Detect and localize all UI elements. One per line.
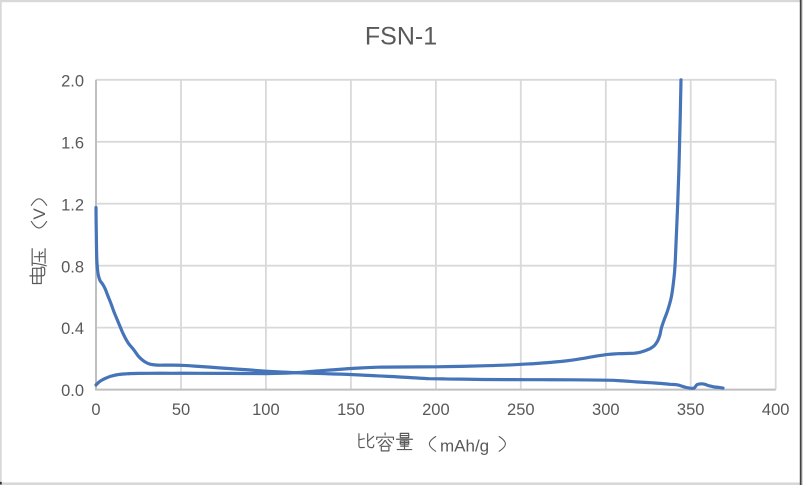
svg-text:250: 250	[507, 401, 535, 419]
svg-text:0.4: 0.4	[61, 320, 84, 338]
svg-text:0.0: 0.0	[61, 382, 84, 400]
svg-text:0.8: 0.8	[61, 258, 84, 276]
svg-text:200: 200	[422, 401, 450, 419]
svg-text:400: 400	[762, 401, 790, 419]
svg-text:2.0: 2.0	[61, 72, 84, 90]
svg-text:1.2: 1.2	[61, 196, 84, 214]
svg-text:300: 300	[592, 401, 620, 419]
svg-text:50: 50	[172, 401, 190, 419]
svg-text:mAh/g: mAh/g	[440, 436, 489, 455]
svg-text:150: 150	[337, 401, 365, 419]
svg-text:1.6: 1.6	[61, 134, 84, 152]
svg-text:V: V	[30, 208, 49, 220]
svg-text:0: 0	[91, 401, 100, 419]
svg-text:350: 350	[677, 401, 705, 419]
svg-text:FSN-1: FSN-1	[365, 22, 437, 50]
svg-text:100: 100	[252, 401, 280, 419]
